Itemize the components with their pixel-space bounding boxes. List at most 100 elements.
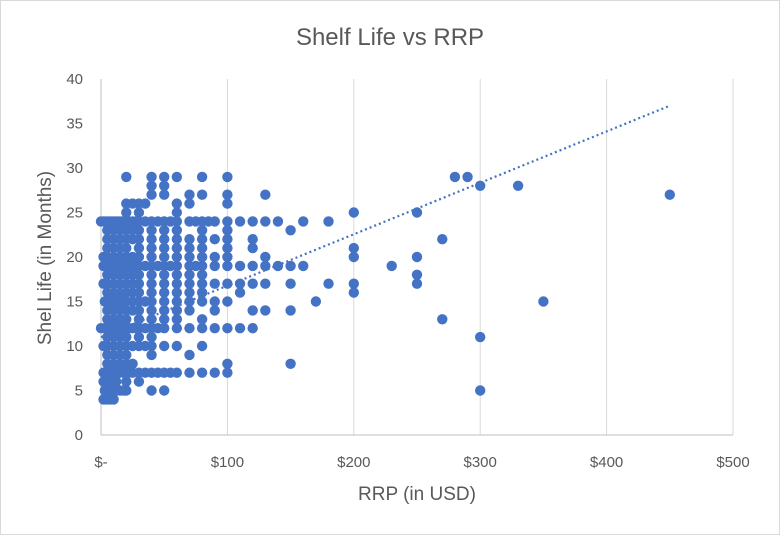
data-point (159, 340, 170, 352)
data-point (127, 358, 138, 369)
data-point (260, 305, 271, 316)
data-point (437, 234, 448, 245)
data-point (196, 242, 208, 254)
data-point (146, 180, 157, 191)
data-point (159, 278, 170, 289)
data-point (222, 198, 233, 209)
data-point (222, 323, 233, 334)
data-point (133, 376, 145, 387)
data-point (171, 171, 183, 183)
data-point (196, 296, 208, 307)
data-point (159, 234, 170, 245)
data-point (298, 216, 309, 227)
data-point (247, 242, 258, 254)
data-point (196, 278, 208, 289)
data-point (159, 323, 170, 334)
data-point (159, 305, 170, 316)
data-point (260, 216, 271, 227)
axis-layer: $- $100 $200 $300 $400 $500 0 5 10 15 20 25 30 35 40 (66, 71, 749, 471)
data-point (222, 189, 233, 200)
data-point (133, 225, 145, 236)
data-point (247, 234, 258, 245)
data-point (222, 242, 233, 254)
data-point (411, 269, 423, 280)
data-point (159, 269, 170, 280)
data-point (171, 323, 183, 334)
data-point (159, 189, 170, 200)
data-point (108, 394, 119, 405)
data-point (159, 314, 170, 325)
x-tick-label: $200 (337, 454, 370, 471)
data-point (234, 216, 246, 227)
data-point (184, 189, 195, 200)
data-point (196, 287, 208, 298)
data-point (272, 216, 284, 227)
data-point (146, 340, 157, 352)
data-point (411, 251, 423, 263)
data-point (222, 296, 233, 307)
data-point (171, 242, 183, 254)
data-point (475, 180, 486, 191)
data-point (285, 358, 296, 369)
data-point (462, 171, 473, 183)
data-point (171, 340, 183, 352)
data-point (196, 367, 208, 378)
data-point (247, 278, 258, 289)
data-point (184, 367, 195, 378)
data-point (121, 376, 132, 387)
data-point (222, 216, 233, 227)
data-point (184, 242, 195, 254)
data-point (247, 216, 258, 227)
grid-layer (226, 79, 734, 435)
data-point (449, 171, 461, 183)
data-point (159, 171, 170, 183)
data-point (159, 385, 170, 396)
data-point (196, 171, 208, 183)
data-point (159, 242, 170, 254)
data-point (209, 323, 220, 334)
data-point (260, 251, 271, 263)
data-point (121, 385, 132, 396)
data-point (209, 260, 220, 272)
data-point (196, 340, 208, 352)
x-tick-label: $- (94, 454, 107, 471)
data-point (348, 242, 359, 254)
data-point (475, 385, 486, 396)
data-point (146, 171, 157, 183)
data-point (209, 296, 220, 307)
data-point (146, 225, 157, 236)
data-point (171, 314, 183, 325)
data-point (184, 349, 195, 361)
data-point (222, 367, 233, 378)
x-axis-label: RRP (in USD) (358, 484, 476, 505)
data-point (171, 198, 183, 209)
data-point (171, 287, 183, 298)
y-tick-label: 30 (66, 160, 83, 177)
y-tick-label: 40 (66, 71, 83, 88)
data-point (298, 260, 309, 272)
point-layer (95, 171, 675, 405)
data-point (171, 269, 183, 280)
data-point (171, 251, 183, 263)
data-point (196, 234, 208, 245)
data-point (171, 260, 183, 272)
data-point (171, 216, 183, 227)
data-point (184, 198, 195, 209)
data-point (411, 207, 423, 218)
data-point (121, 314, 132, 325)
data-point (121, 171, 132, 183)
data-point (222, 278, 233, 289)
trendline-layer (100, 104, 671, 339)
data-point (184, 287, 195, 298)
y-tick-label: 0 (75, 427, 83, 444)
data-point (222, 171, 233, 183)
data-point (159, 225, 170, 236)
data-point (512, 180, 524, 191)
data-point (247, 323, 258, 334)
data-point (146, 385, 157, 396)
data-point (171, 234, 183, 245)
data-point (222, 234, 233, 245)
data-point (222, 225, 233, 236)
x-tick-label: $300 (464, 454, 497, 471)
data-point (146, 234, 157, 245)
